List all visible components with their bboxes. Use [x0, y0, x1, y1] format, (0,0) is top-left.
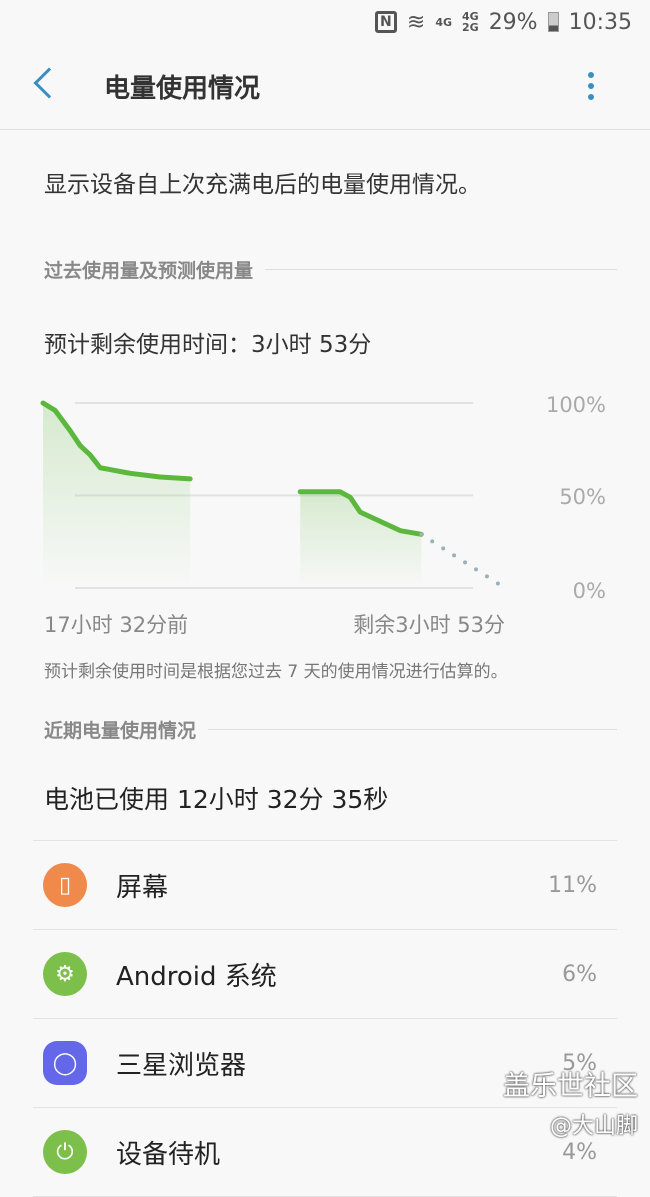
back-icon[interactable] [33, 67, 65, 99]
x-label-end: 剩余3小时 53分 [353, 613, 505, 637]
app-bar: 电量使用情况 [0, 44, 650, 130]
usage-line-0 [40, 400, 193, 482]
x-label-start: 17小时 32分前 [44, 613, 188, 637]
usage-line-1 [297, 489, 424, 537]
y-tick-0: 0% [573, 579, 606, 603]
list-item[interactable]: ⚙ Android 系统 6% [33, 930, 617, 1019]
item-percent: 4% [562, 1139, 597, 1165]
nfc-icon: N [374, 11, 397, 33]
list-item[interactable]: ◯ 三星浏览器 5% [33, 1019, 617, 1108]
more-options-icon[interactable] [588, 72, 594, 100]
item-percent: 5% [562, 1050, 597, 1076]
clock: 10:35 [568, 9, 632, 35]
signal-icon: 4G 2G [462, 10, 479, 34]
usage-area-0 [43, 403, 191, 588]
battery-percent: 29% [488, 9, 538, 35]
section-header-recent: 近期电量使用情况 [44, 716, 617, 743]
item-percent: 6% [562, 961, 597, 987]
item-label: 屏幕 [116, 872, 169, 903]
item-label: 设备待机 [116, 1139, 221, 1170]
estimated-time: 预计剩余使用时间：3小时 53分 [44, 332, 372, 358]
watermark-user: @大山脚 [549, 1114, 638, 1139]
battery-used-time: 电池已使用 12小时 32分 35秒 [44, 785, 389, 814]
item-label: 三星浏览器 [116, 1050, 247, 1081]
list-item[interactable]: ⏻ 设备待机 4% [33, 1108, 617, 1197]
estimate-note: 预计剩余使用时间是根据您过去 7 天的使用情况进行估算的。 [44, 662, 508, 682]
usage-area-1 [300, 491, 422, 588]
screen-icon: ▯ [43, 863, 87, 907]
y-tick-100: 100% [546, 393, 606, 417]
item-percent: 11% [548, 872, 597, 898]
list-item[interactable]: ▯ 屏幕 11% [33, 841, 617, 930]
item-label: Android 系统 [116, 961, 277, 992]
watermark-logo: 盖乐世社区 [503, 1071, 638, 1102]
battery-icon [547, 12, 559, 32]
wifi-icon: ≋ [406, 9, 426, 35]
page-title: 电量使用情况 [104, 74, 261, 104]
y-tick-50: 50% [559, 485, 606, 509]
status-bar: N ≋ 4G 4G 2G 29% 10:35 [0, 0, 650, 44]
network-4g: 4G [435, 15, 452, 29]
power-icon: ⏻ [43, 1130, 87, 1174]
battery-chart: 100% 50% 0% 17小时 32分前 剩余3小时 53分 [40, 393, 606, 637]
prediction-line [419, 532, 507, 590]
gear-icon: ⚙ [43, 952, 87, 996]
planet-icon: ◯ [43, 1041, 87, 1085]
section-header-past: 过去使用量及预测使用量 [44, 256, 617, 283]
description: 显示设备自上次充满电后的电量使用情况。 [44, 172, 481, 198]
app-usage-list: ▯ 屏幕 11% ⚙ Android 系统 6% ◯ 三星浏览器 5% ⏻ 设备待机 4% [33, 840, 617, 1197]
